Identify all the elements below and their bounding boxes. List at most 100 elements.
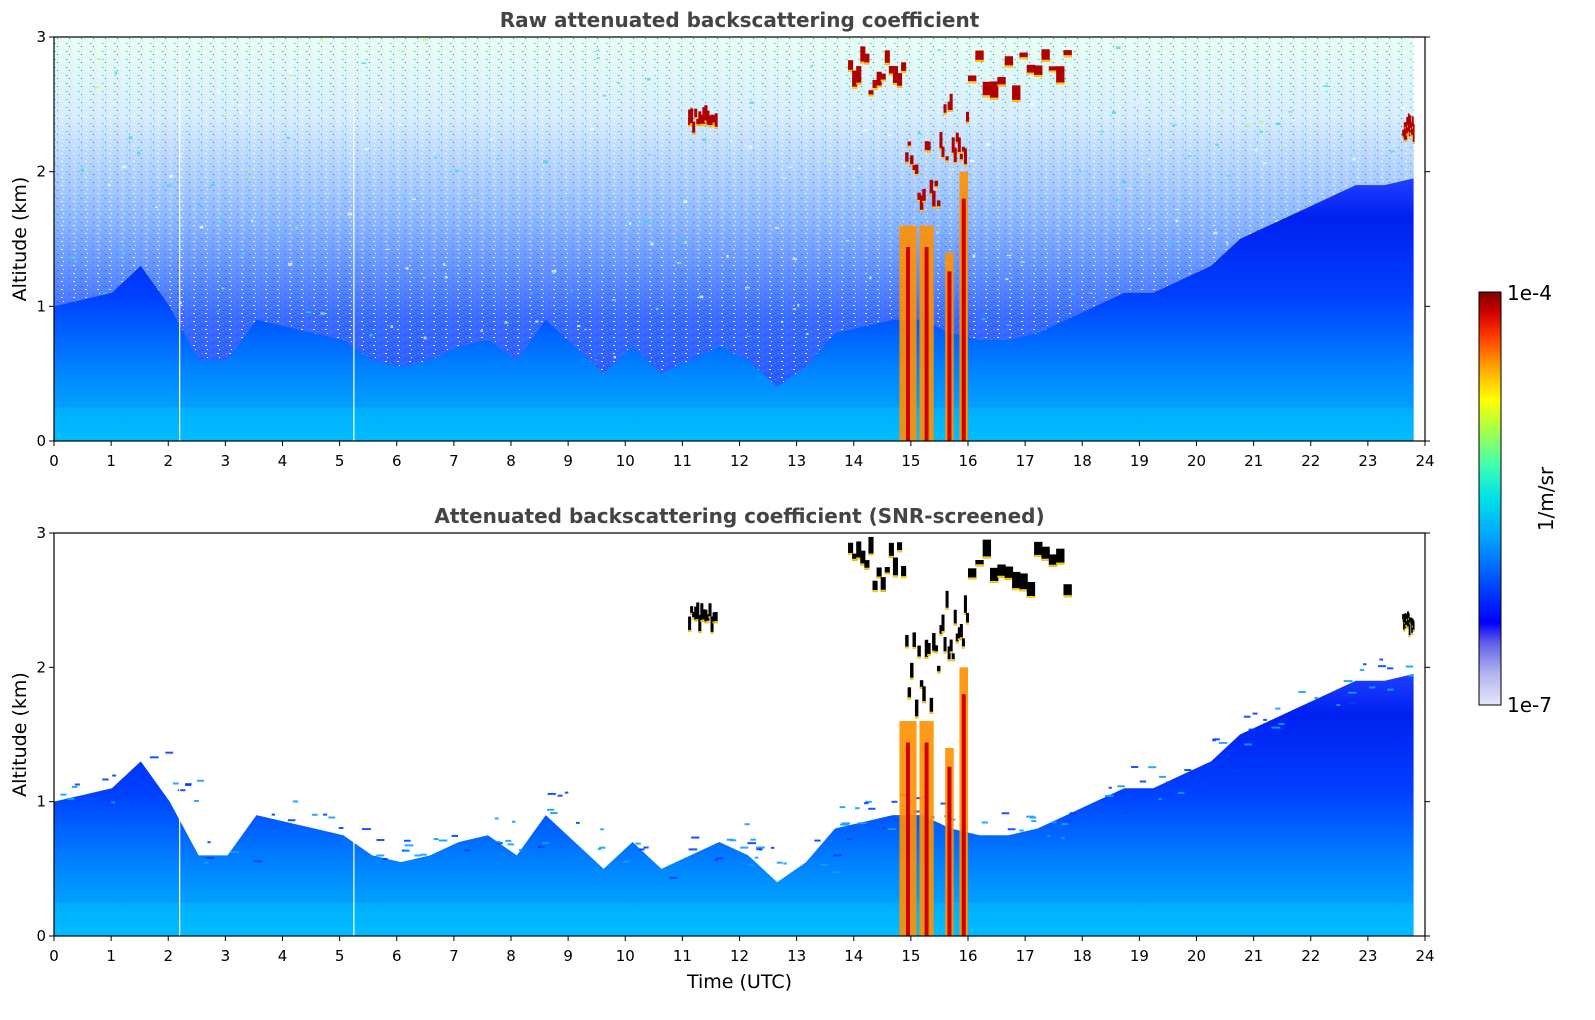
aerosol-fragment [940, 802, 948, 805]
noise-speckle [792, 258, 797, 261]
noise-speckle [423, 336, 427, 340]
cloud-edge [1004, 577, 1014, 580]
cloud-edge [708, 125, 712, 128]
aerosol-fragment [1139, 780, 1147, 783]
noise-speckle [1046, 244, 1050, 246]
colorbar: 1e-4 1e-7 1/m/sr [1478, 281, 1558, 717]
cloud-edge [1412, 141, 1415, 144]
cloud-edge [959, 637, 963, 640]
noise-speckle [726, 254, 729, 258]
noise-speckle [237, 104, 242, 107]
noise-speckle [320, 312, 325, 315]
aerosol-fragment [1019, 829, 1024, 832]
cloud-segment [700, 603, 704, 622]
noise-speckle [1272, 64, 1278, 67]
aerosol-fragment [537, 846, 545, 849]
noise-speckle [1172, 124, 1177, 126]
noise-speckle [1136, 101, 1140, 105]
noise-speckle [378, 107, 383, 110]
x-tick-label: 7 [449, 947, 459, 965]
noise-speckle [97, 58, 102, 60]
noise-speckle [699, 295, 704, 299]
cloud-edge [922, 200, 926, 203]
cloud-edge [947, 659, 951, 662]
aerosol-fragment [1350, 685, 1356, 688]
cloud-edge [872, 590, 878, 593]
cloud [968, 539, 1072, 598]
aerosol-fragment [1181, 789, 1191, 792]
cloud-edge [975, 59, 984, 62]
noise-speckle [680, 238, 686, 241]
x-tick-label: 23 [1358, 452, 1377, 470]
cloud-edge [694, 619, 698, 622]
x-tick-label: 2 [163, 452, 173, 470]
aerosol-fragment [1031, 820, 1037, 823]
noise-speckle [347, 212, 353, 216]
cloud-edge [714, 621, 718, 624]
aerosol-fragment [846, 837, 852, 840]
aerosol-fragment [747, 842, 757, 845]
cloud-edge [957, 151, 961, 154]
cloud-segment [1004, 566, 1014, 580]
aerosol-fragment [177, 789, 186, 792]
cloud-segment [922, 686, 926, 704]
aerosol-fragment [1243, 715, 1251, 718]
cloud-segment [924, 141, 929, 152]
noise-speckle [602, 52, 607, 54]
noise-speckle [810, 64, 814, 67]
cloud-edge [696, 123, 700, 126]
noise-speckle [1005, 278, 1009, 280]
x-tick-label: 11 [673, 452, 692, 470]
cloud-segment [968, 568, 977, 580]
cloud-edge [1407, 626, 1409, 629]
cloud-edge [1403, 139, 1406, 142]
x-tick-label: 5 [335, 947, 345, 965]
noise-speckle [1226, 175, 1232, 177]
aerosol-fragment [564, 791, 569, 794]
aerosol-fragment [1387, 688, 1394, 691]
aerosol-fragment [1225, 754, 1231, 757]
aerosol-fragment [505, 839, 512, 842]
cloud-segment [1019, 52, 1028, 60]
aerosol-fragment [207, 841, 211, 844]
x-tick-label: 4 [278, 452, 288, 470]
cloud-segment [696, 118, 700, 126]
cloud-edge [914, 173, 919, 176]
cloud-segment [692, 611, 696, 620]
aerosol-fragment [376, 839, 385, 842]
cloud-edge [934, 651, 938, 654]
cloud-segment [856, 541, 862, 560]
aerosol-fragment [1118, 792, 1127, 795]
cloud-edge [901, 70, 907, 73]
cloud-edge [924, 149, 929, 152]
aerosol-fragment [494, 817, 499, 820]
y-tick-label: 0 [36, 927, 46, 945]
y-tick-label: 2 [36, 163, 46, 181]
noise-speckle [384, 213, 390, 216]
noise-speckle [288, 262, 293, 266]
noise-speckle [1187, 155, 1193, 157]
aerosol-fragment [1359, 669, 1365, 672]
cloud-edge [1402, 629, 1405, 632]
cloud-segment [997, 564, 1006, 578]
cloud-edge [941, 156, 945, 159]
x-tick-label: 3 [221, 452, 231, 470]
noise-speckle [169, 174, 174, 178]
aerosol-fragment [361, 828, 371, 831]
cloud-segment [712, 114, 716, 125]
aerosol-layer [54, 178, 1414, 441]
cloud-segment [856, 66, 862, 85]
cloud-edge [943, 651, 947, 654]
cloud-segment [929, 179, 934, 196]
aerosol-fragment [1278, 723, 1285, 726]
cloud-edge [1048, 70, 1058, 73]
cloud-edge [1404, 627, 1407, 630]
aerosol-fragment [868, 807, 876, 810]
cloud-segment [914, 164, 919, 176]
cloud-segment [872, 580, 878, 593]
noise-speckle [1029, 103, 1035, 106]
noise-speckle [178, 301, 182, 305]
cloud-edge [936, 671, 941, 674]
cloud-edge [892, 82, 899, 85]
cloud-edge [939, 148, 943, 151]
